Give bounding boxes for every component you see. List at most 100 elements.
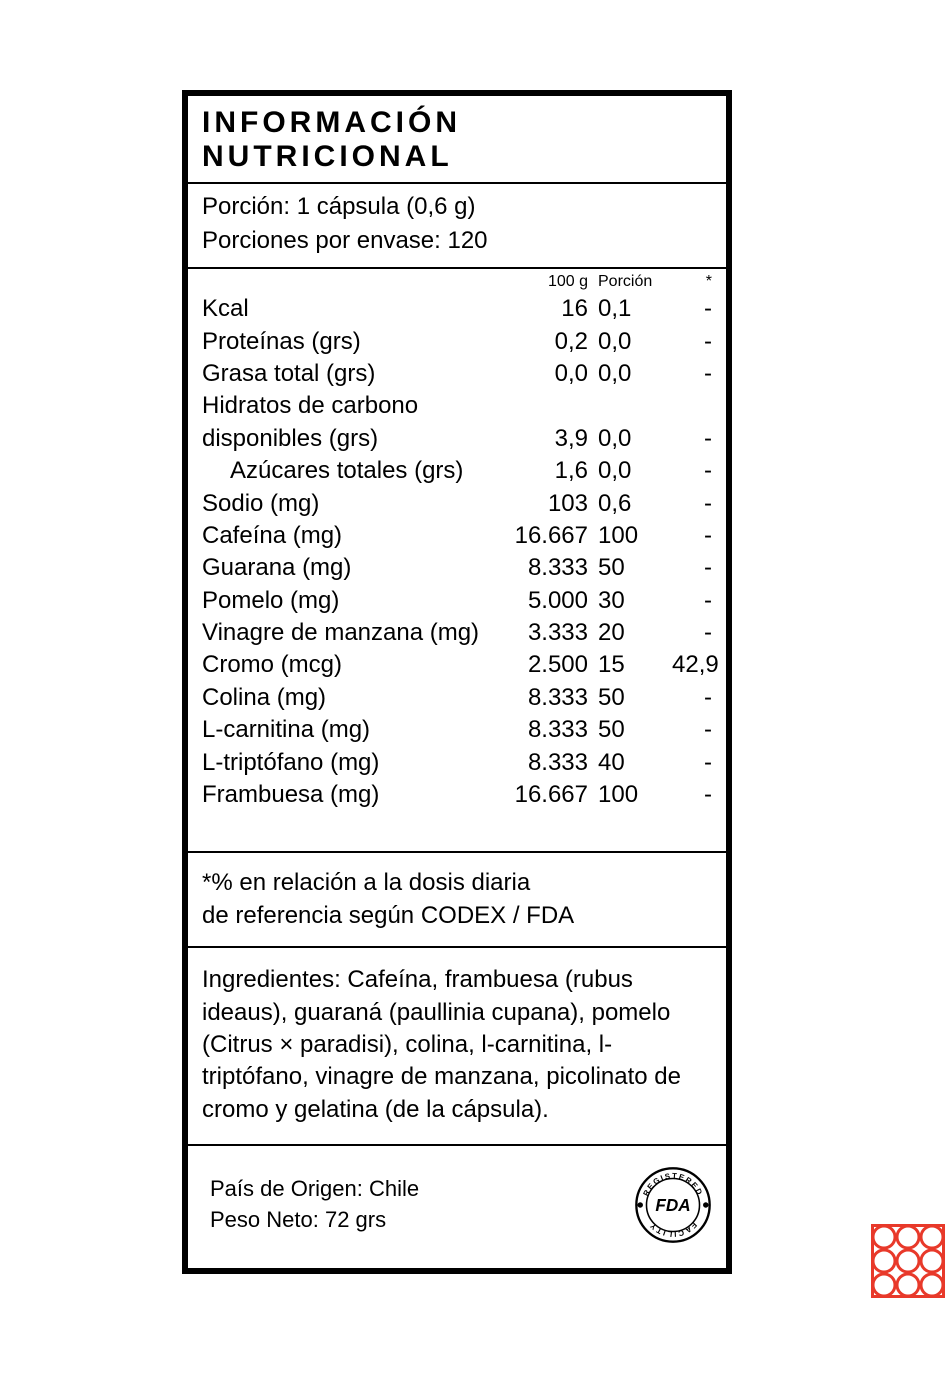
value-dv-percent: 42,9: [672, 649, 712, 681]
nutrient-row: Azúcares totales (grs)1,60,0-: [202, 455, 712, 487]
value-dv-percent: [672, 390, 712, 422]
nutrient-row: L-triptófano (mg)8.33340-: [202, 747, 712, 779]
nutrient-label: Kcal: [202, 293, 514, 325]
nutrient-row: Cafeína (mg)16.667100-: [202, 520, 712, 552]
value-per-portion: [592, 390, 672, 422]
col-portion: Porción: [592, 273, 672, 291]
value-dv-percent: -: [672, 714, 712, 746]
col-asterisk: *: [672, 273, 712, 291]
value-per-portion: 0,6: [592, 488, 672, 520]
nutrient-label: Grasa total (grs): [202, 358, 514, 390]
value-per-100g: 103: [514, 488, 592, 520]
value-dv-percent: -: [672, 585, 712, 617]
value-per-portion: 0,1: [592, 293, 672, 325]
nutrient-label: Pomelo (mg): [202, 585, 514, 617]
value-dv-percent: -: [672, 779, 712, 811]
value-per-100g: 2.500: [514, 649, 592, 681]
value-per-portion: 15: [592, 649, 672, 681]
value-per-portion: 0,0: [592, 326, 672, 358]
nutrient-row: disponibles (grs)3,90,0-: [202, 423, 712, 455]
nutrient-row: Pomelo (mg)5.00030-: [202, 585, 712, 617]
nutrient-label: Guarana (mg): [202, 552, 514, 584]
nutrient-label: Hidratos de carbono: [202, 390, 514, 422]
value-per-portion: 40: [592, 747, 672, 779]
value-dv-percent: -: [672, 293, 712, 325]
nutrient-label: Colina (mg): [202, 682, 514, 714]
column-headers: 100 g Porción *: [202, 273, 712, 291]
servings-per-container: Porciones por envase: 120: [202, 224, 712, 258]
value-dv-percent: -: [672, 747, 712, 779]
value-per-portion: 50: [592, 714, 672, 746]
nutrient-row: Sodio (mg)1030,6-: [202, 488, 712, 520]
nutrient-row: Vinagre de manzana (mg)3.33320-: [202, 617, 712, 649]
value-per-portion: 0,0: [592, 423, 672, 455]
value-per-portion: 100: [592, 779, 672, 811]
value-per-portion: 50: [592, 552, 672, 584]
nutrient-row: L-carnitina (mg)8.33350-: [202, 714, 712, 746]
ingredients-section: Ingredientes: Cafeína, frambuesa (rubus …: [188, 948, 726, 1146]
nutrient-label: Sodio (mg): [202, 488, 514, 520]
value-per-portion: 100: [592, 520, 672, 552]
footnote-line2: de referencia según CODEX / FDA: [202, 900, 712, 932]
nutrient-label: Proteínas (grs): [202, 326, 514, 358]
value-per-100g: 8.333: [514, 747, 592, 779]
value-dv-percent: -: [672, 455, 712, 487]
nutrient-row: Colina (mg)8.33350-: [202, 682, 712, 714]
value-per-100g: 1,6: [514, 455, 592, 487]
value-dv-percent: -: [672, 326, 712, 358]
nutrient-label: Cafeína (mg): [202, 520, 514, 552]
value-per-100g: 0,0: [514, 358, 592, 390]
value-per-100g: 3.333: [514, 617, 592, 649]
value-per-100g: 16.667: [514, 779, 592, 811]
value-per-portion: 50: [592, 682, 672, 714]
value-per-100g: 8.333: [514, 682, 592, 714]
value-per-portion: 30: [592, 585, 672, 617]
nutrient-label: L-triptófano (mg): [202, 747, 514, 779]
value-dv-percent: -: [672, 682, 712, 714]
value-dv-percent: -: [672, 552, 712, 584]
value-per-100g: 16.667: [514, 520, 592, 552]
nutrient-label: L-carnitina (mg): [202, 714, 514, 746]
value-per-100g: 5.000: [514, 585, 592, 617]
value-dv-percent: -: [672, 358, 712, 390]
value-per-100g: [514, 390, 592, 422]
nutrient-row: Proteínas (grs)0,20,0-: [202, 326, 712, 358]
nutrient-label: Azúcares totales (grs): [202, 455, 514, 487]
nutrient-label: disponibles (grs): [202, 423, 514, 455]
value-dv-percent: -: [672, 617, 712, 649]
nutrient-label: Frambuesa (mg): [202, 779, 514, 811]
fda-seal-icon: REGISTERED FACILITY FDA: [634, 1166, 712, 1244]
corner-decoration-icon: [871, 1224, 945, 1298]
nutrients-section: 100 g Porción * Kcal160,1-Proteínas (grs…: [188, 269, 726, 853]
panel-title: INFORMACIÓN NUTRICIONAL: [188, 96, 726, 184]
nutrient-label: Vinagre de manzana (mg): [202, 617, 514, 649]
value-dv-percent: -: [672, 520, 712, 552]
footnote-line1: *% en relación a la dosis diaria: [202, 867, 712, 899]
value-per-100g: 3,9: [514, 423, 592, 455]
footnote-section: *% en relación a la dosis diaria de refe…: [188, 853, 726, 948]
value-per-100g: 8.333: [514, 552, 592, 584]
nutrient-label: Cromo (mcg): [202, 649, 514, 681]
col-100g: 100 g: [514, 273, 592, 291]
nutrient-row: Grasa total (grs)0,00,0-: [202, 358, 712, 390]
svg-text:FDA: FDA: [655, 1195, 690, 1215]
value-dv-percent: -: [672, 488, 712, 520]
serving-section: Porción: 1 cápsula (0,6 g) Porciones por…: [188, 184, 726, 269]
net-weight: Peso Neto: 72 grs: [210, 1205, 419, 1236]
value-dv-percent: -: [672, 423, 712, 455]
value-per-portion: 0,0: [592, 455, 672, 487]
nutrient-row: Hidratos de carbono: [202, 390, 712, 422]
nutrient-row: Cromo (mcg)2.5001542,9: [202, 649, 712, 681]
origin-section: País de Origen: Chile Peso Neto: 72 grs …: [188, 1146, 726, 1268]
nutrient-row: Kcal160,1-: [202, 293, 712, 325]
value-per-100g: 0,2: [514, 326, 592, 358]
serving-size: Porción: 1 cápsula (0,6 g): [202, 190, 712, 224]
value-per-100g: 8.333: [514, 714, 592, 746]
nutrition-panel: INFORMACIÓN NUTRICIONAL Porción: 1 cápsu…: [182, 90, 732, 1274]
value-per-portion: 20: [592, 617, 672, 649]
country-of-origin: País de Origen: Chile: [210, 1174, 419, 1205]
value-per-portion: 0,0: [592, 358, 672, 390]
nutrient-row: Frambuesa (mg)16.667100-: [202, 779, 712, 811]
value-per-100g: 16: [514, 293, 592, 325]
nutrient-row: Guarana (mg)8.33350-: [202, 552, 712, 584]
